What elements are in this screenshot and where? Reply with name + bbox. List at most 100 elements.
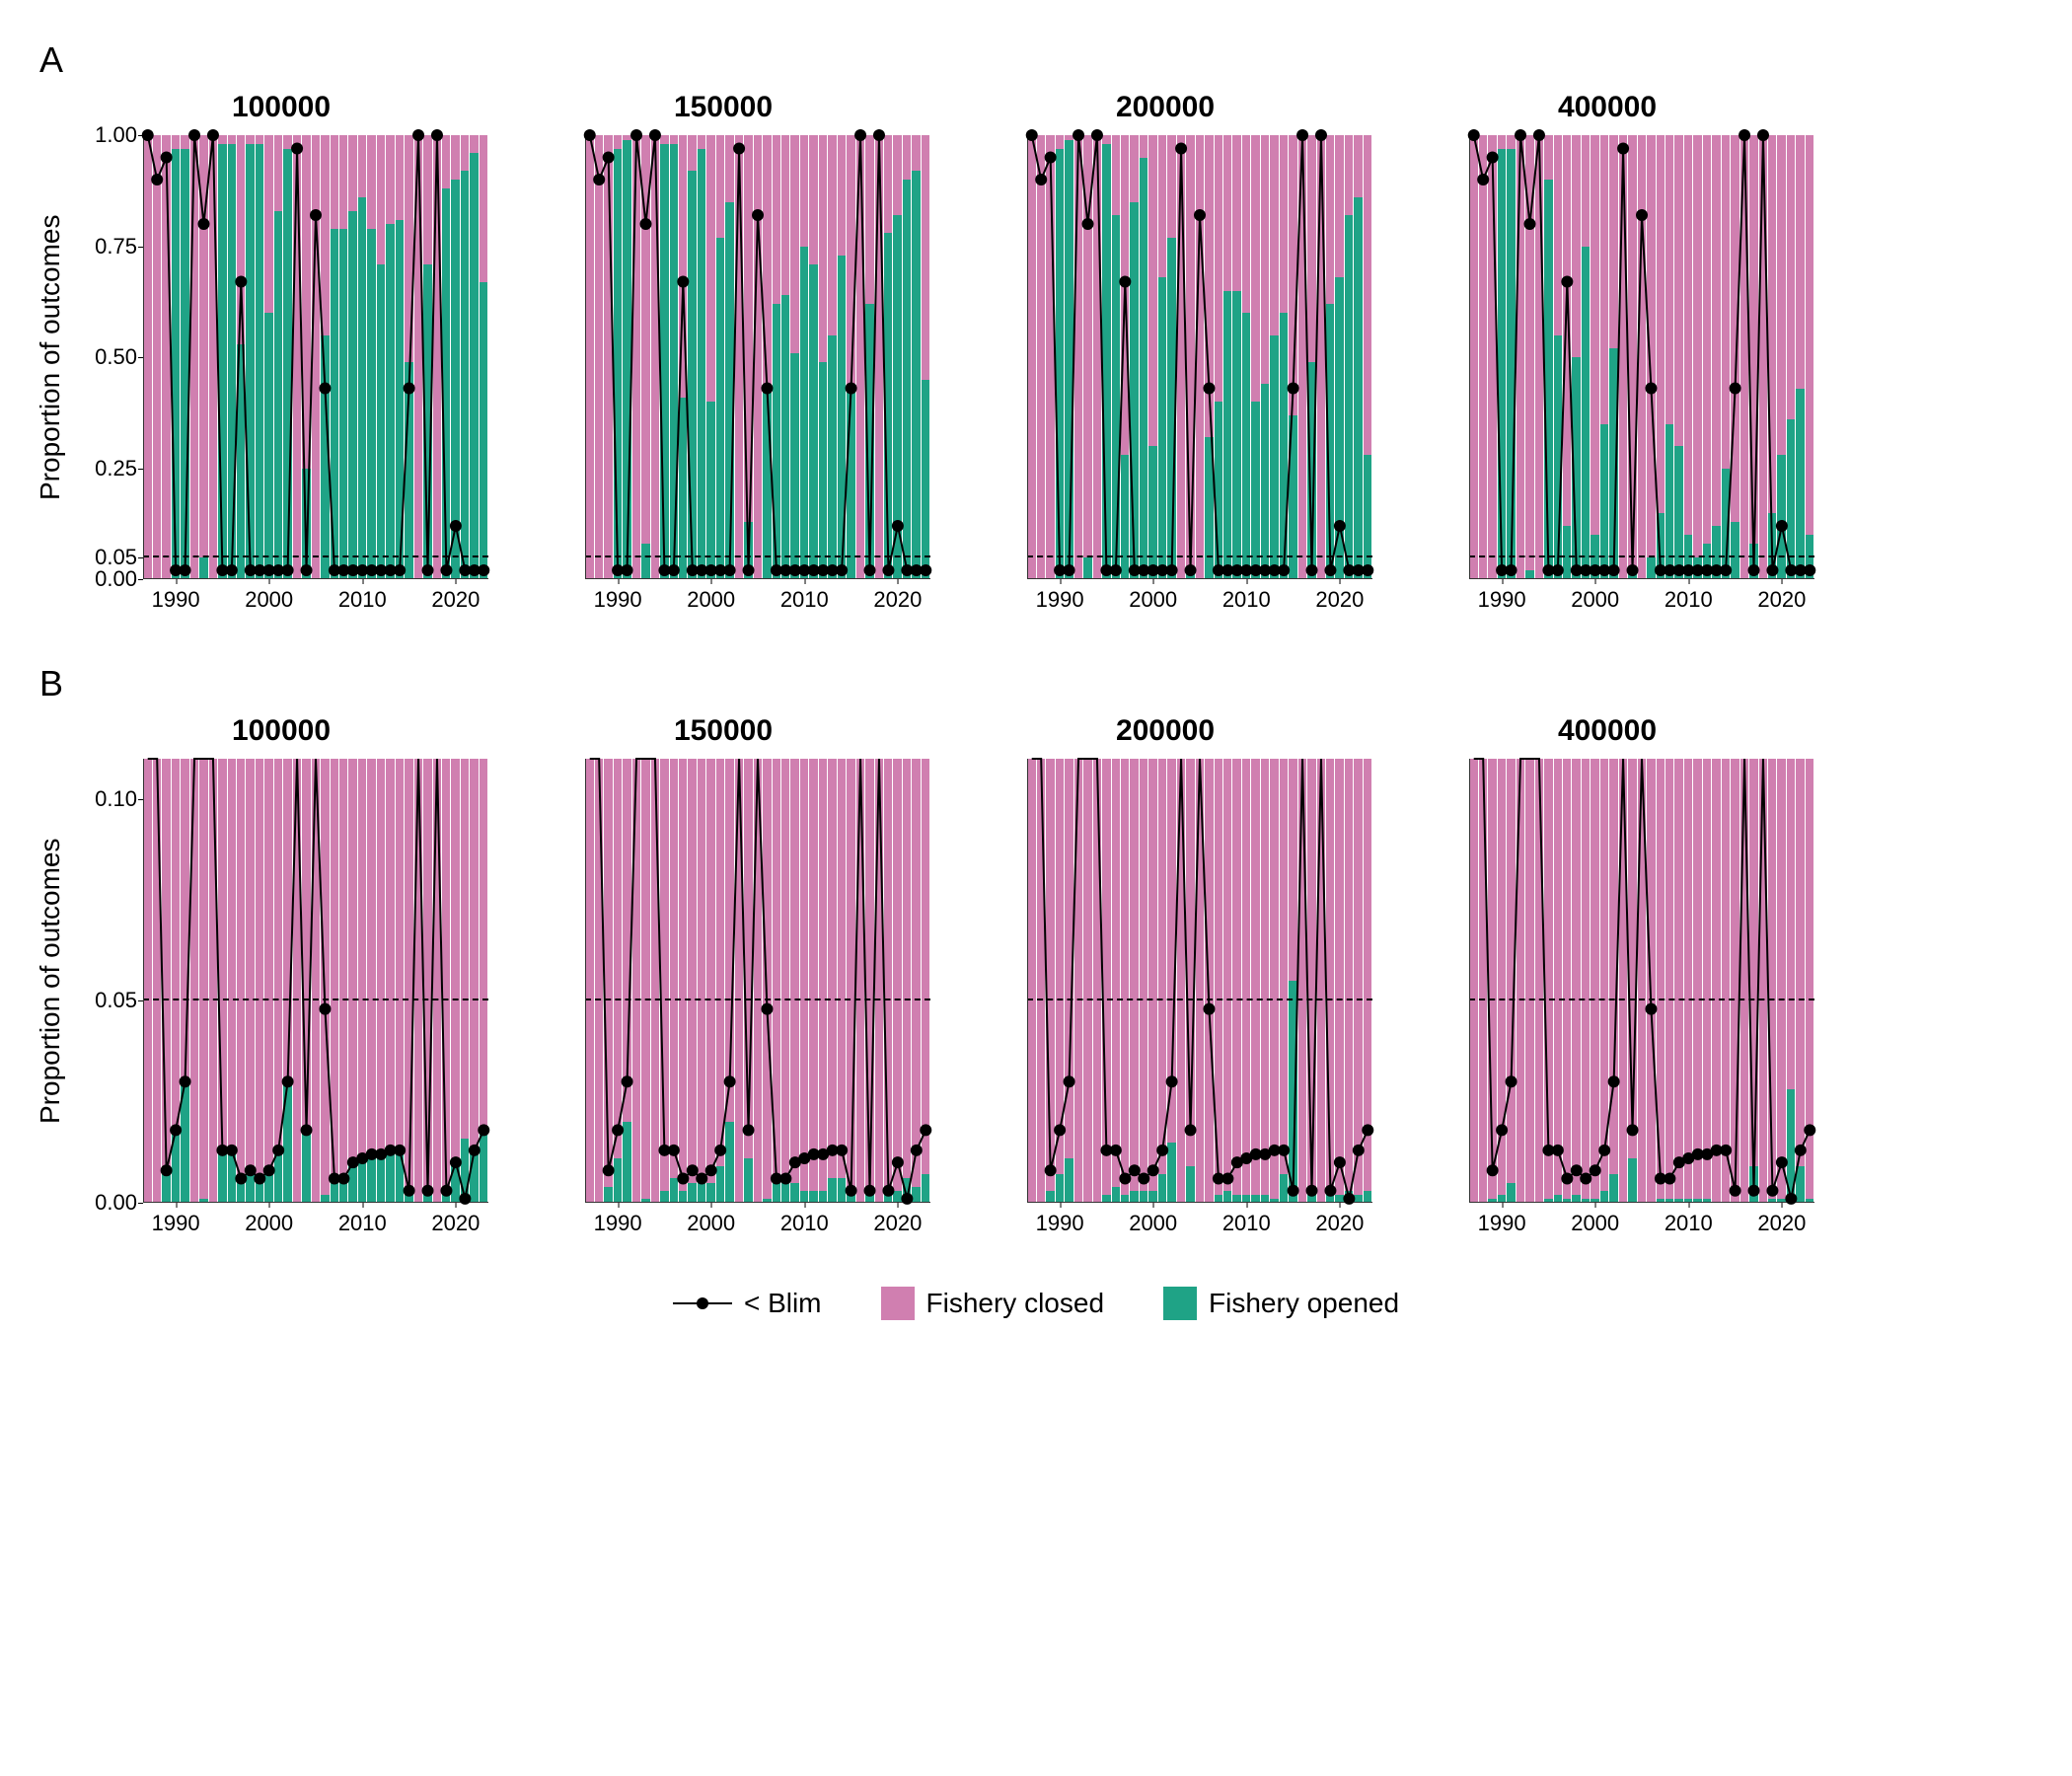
y-tick-label: 0.25 xyxy=(74,456,137,481)
facet-title: 400000 xyxy=(1395,714,1819,748)
facet-title: 100000 xyxy=(69,91,493,124)
x-tick-label: 2000 xyxy=(687,587,735,613)
y-ticks: 0.000.050.10 xyxy=(74,759,143,1203)
x-ticks: 1990 2000 2010 2020 xyxy=(1027,579,1372,619)
legend-item-closed: Fishery closed xyxy=(881,1287,1105,1320)
swatch-closed xyxy=(881,1287,915,1320)
x-ticks: 1990 2000 2010 2020 xyxy=(143,579,488,619)
line-series xyxy=(585,759,930,1203)
legend-item-blim: < Blim xyxy=(673,1288,822,1319)
x-tick-label: 1990 xyxy=(152,1211,200,1236)
line-series xyxy=(1027,759,1372,1203)
facet: 150000 1990 2000 2010 2020 xyxy=(511,91,935,624)
panel: 1990 2000 2010 2020 xyxy=(953,754,1377,1247)
facet-title: 200000 xyxy=(953,91,1377,124)
row-b: Proportion of outcomes 100000 0.000.050.1… xyxy=(30,714,2042,1247)
x-tick-label: 1990 xyxy=(594,587,642,613)
x-tick-label: 2020 xyxy=(1757,1211,1806,1236)
x-tick-label: 2010 xyxy=(338,587,387,613)
line-series xyxy=(143,759,488,1203)
x-tick-label: 1990 xyxy=(1036,1211,1084,1236)
panel: 0.000.050.250.500.751.001990200020102020 xyxy=(69,130,493,624)
x-ticks: 1990 2000 2010 2020 xyxy=(1469,1203,1814,1242)
x-tick-label: 2000 xyxy=(245,587,293,613)
y-tick-label: 0.00 xyxy=(74,566,137,592)
x-tick-label: 1990 xyxy=(594,1211,642,1236)
facets-a: 1000000.000.050.250.500.751.001990200020… xyxy=(69,91,2042,624)
line-series xyxy=(1469,759,1814,1203)
legend: < Blim Fishery closed Fishery opened xyxy=(30,1287,2042,1320)
panel: 1990 2000 2010 2020 xyxy=(511,130,935,624)
x-tick-label: 2020 xyxy=(431,1211,480,1236)
x-ticks: 1990 2000 2010 2020 xyxy=(143,1203,488,1242)
y-tick-label: 0.10 xyxy=(74,786,137,812)
facet: 200000 1990 2000 2010 2020 xyxy=(953,91,1377,624)
x-tick-label: 2020 xyxy=(1757,587,1806,613)
x-tick-label: 2020 xyxy=(873,1211,922,1236)
x-tick-label: 2020 xyxy=(431,587,480,613)
legend-label-blim: < Blim xyxy=(744,1288,822,1319)
x-tick-label: 2010 xyxy=(1222,1211,1271,1236)
legend-label-closed: Fishery closed xyxy=(926,1288,1105,1319)
facet: 1000000.000.050.250.500.751.001990200020… xyxy=(69,91,493,624)
plot-area: 0.000.050.250.500.751.001990200020102020 xyxy=(143,135,488,579)
facet-title: 200000 xyxy=(953,714,1377,748)
y-axis-title-b: Proportion of outcomes xyxy=(30,714,69,1247)
facet-title: 150000 xyxy=(511,91,935,124)
y-tick-label: 0.75 xyxy=(74,234,137,259)
x-ticks: 1990 2000 2010 2020 xyxy=(585,579,930,619)
plot-area: 1990200020102020 xyxy=(585,759,930,1203)
panel: 0.000.050.101990200020102020 xyxy=(69,754,493,1247)
x-tick-label: 2010 xyxy=(338,1211,387,1236)
line-series xyxy=(1027,135,1372,579)
swatch-opened xyxy=(1163,1287,1197,1320)
plot-area: 1990200020102020 xyxy=(1027,135,1372,579)
facets-b: 1000000.000.050.101990200020102020150000… xyxy=(69,714,2042,1247)
legend-label-opened: Fishery opened xyxy=(1209,1288,1399,1319)
legend-item-opened: Fishery opened xyxy=(1163,1287,1399,1320)
plot-area: 1990200020102020 xyxy=(1469,135,1814,579)
x-tick-label: 2010 xyxy=(1222,587,1271,613)
y-tick-label: 0.05 xyxy=(74,988,137,1013)
x-tick-label: 2000 xyxy=(245,1211,293,1236)
x-tick-label: 1990 xyxy=(152,587,200,613)
y-tick-label: 1.00 xyxy=(74,122,137,148)
x-tick-label: 1990 xyxy=(1478,1211,1526,1236)
facet: 150000 1990 2000 2010 2020 xyxy=(511,714,935,1247)
facet: 400000 1990200020102020 xyxy=(1395,91,1819,624)
line-series xyxy=(1469,135,1814,579)
x-tick-label: 1990 xyxy=(1036,587,1084,613)
y-ticks: 0.000.050.250.500.751.00 xyxy=(74,135,143,579)
x-tick-label: 2010 xyxy=(780,1211,829,1236)
facet: 400000 1990 2000 2010 2020 xyxy=(1395,714,1819,1247)
panel: 1990 2000 2010 2020 xyxy=(953,130,1377,624)
x-tick-label: 2020 xyxy=(1315,587,1364,613)
x-tick-label: 2000 xyxy=(687,1211,735,1236)
facet-title: 150000 xyxy=(511,714,935,748)
row-a: Proportion of outcomes 1000000.000.050.2… xyxy=(30,91,2042,624)
plot-area: 0.000.050.101990200020102020 xyxy=(143,759,488,1203)
y-axis-title-a: Proportion of outcomes xyxy=(30,91,69,624)
x-tick-label: 2020 xyxy=(1315,1211,1364,1236)
x-tick-label: 2000 xyxy=(1571,1211,1619,1236)
y-tick-label: 0.50 xyxy=(74,344,137,370)
line-series xyxy=(585,135,930,579)
facet-title: 400000 xyxy=(1395,91,1819,124)
x-tick-label: 2020 xyxy=(873,587,922,613)
line-point-icon xyxy=(673,1302,732,1304)
plot-area: 1990200020102020 xyxy=(585,135,930,579)
x-tick-label: 2010 xyxy=(780,587,829,613)
facet: 100000 0.000.050.101990200020102020 xyxy=(69,714,493,1247)
y-tick-label: 0.05 xyxy=(74,545,137,570)
x-ticks: 1990 2000 2010 2020 xyxy=(585,1203,930,1242)
panel: 1990 2000 2010 2020 xyxy=(1395,754,1819,1247)
x-tick-label: 2000 xyxy=(1129,1211,1177,1236)
plot-area: 1990200020102020 xyxy=(1469,759,1814,1203)
facet-title: 100000 xyxy=(69,714,493,748)
x-tick-label: 2010 xyxy=(1665,1211,1713,1236)
x-tick-label: 2000 xyxy=(1571,587,1619,613)
x-tick-label: 2000 xyxy=(1129,587,1177,613)
line-series xyxy=(143,135,488,579)
x-ticks: 1990200020102020 xyxy=(1469,579,1814,619)
panel-label-b: B xyxy=(39,663,2042,704)
